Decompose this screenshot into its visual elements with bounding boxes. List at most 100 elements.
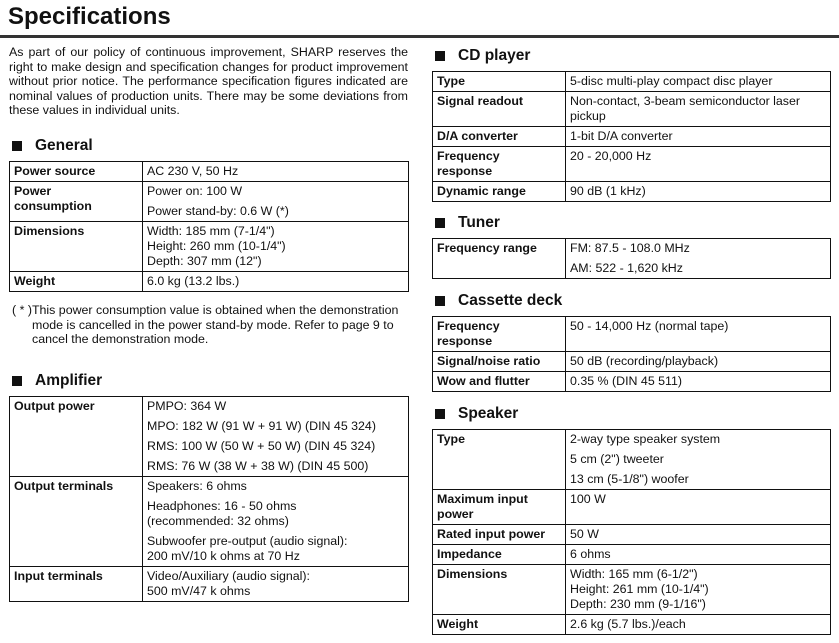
spec-value: Video/Auxiliary (audio signal): 500 mV/4… <box>142 566 409 602</box>
spec-label: Frequency response <box>432 316 566 352</box>
title-rule <box>0 35 839 38</box>
section-tuner: Tuner Frequency range FM: 87.5 - 108.0 MHz… <box>432 214 831 279</box>
spec-table: Type 2-way type speaker system 5 cm (2") t… <box>432 429 831 635</box>
section-cassette-deck: Cassette deck Frequency response 50 - 14,0… <box>432 292 831 392</box>
spec-value-line: 90 dB (1 kHz) <box>570 184 646 198</box>
spec-label: Weight <box>9 271 143 292</box>
spec-label: Type <box>432 71 566 92</box>
spec-label: Dynamic range <box>432 181 566 202</box>
spec-row: Power consumption Power on: 100 W Power st… <box>9 181 409 222</box>
section-heading: General <box>12 137 409 155</box>
spec-row: Signal readout Non-contact, 3-beam semico… <box>432 91 831 127</box>
section-heading: Speaker <box>435 405 831 423</box>
spec-row: Rated input power 50 W <box>432 524 831 545</box>
spec-label: Power consumption <box>9 181 143 222</box>
square-bullet-icon <box>435 409 445 419</box>
spec-label: Power source <box>9 161 143 182</box>
section-heading: Tuner <box>435 214 831 232</box>
square-bullet-icon <box>435 218 445 228</box>
spec-row: Frequency response 20 - 20,000 Hz <box>432 146 831 182</box>
spec-table: Type 5-disc multi-play compact disc playe… <box>432 71 831 202</box>
spec-label: Weight <box>432 614 566 635</box>
spec-value-line: RMS: 100 W (50 W + 50 W) (DIN 45 324) <box>147 439 376 453</box>
spec-label: Wow and flutter <box>432 371 566 392</box>
square-bullet-icon <box>12 376 22 386</box>
spec-row: Dynamic range 90 dB (1 kHz) <box>432 181 831 202</box>
section-heading: Cassette deck <box>435 292 831 310</box>
spec-label: Output terminals <box>9 476 143 567</box>
spec-value: 6 ohms <box>565 544 831 565</box>
spec-row: Wow and flutter 0.35 % (DIN 45 511) <box>432 371 831 392</box>
spec-value-line: 1-bit D/A converter <box>570 129 673 143</box>
section-heading-text: Speaker <box>458 405 519 422</box>
spec-row: Output terminals Speakers: 6 ohms Headphon… <box>9 476 409 567</box>
spec-value: 50 W <box>565 524 831 545</box>
spec-row: Impedance 6 ohms <box>432 544 831 565</box>
spec-value-line: 0.35 % (DIN 45 511) <box>570 374 683 388</box>
spec-value: 100 W <box>565 489 831 525</box>
spec-value-line: 13 cm (5-1/8") woofer <box>570 472 689 486</box>
spec-row: Frequency response 50 - 14,000 Hz (normal… <box>432 316 831 352</box>
spec-table: Frequency response 50 - 14,000 Hz (normal… <box>432 316 831 392</box>
page-title: Specifications <box>8 3 171 30</box>
section-heading-text: CD player <box>458 47 531 64</box>
spec-table: Power source AC 230 V, 50 Hz Power consump… <box>9 161 409 292</box>
spec-label: Frequency response <box>432 146 566 182</box>
intro-paragraph: As part of our policy of continuous impr… <box>9 45 408 118</box>
spec-value-line: PMPO: 364 W <box>147 399 227 413</box>
section-heading-text: Amplifier <box>35 372 103 389</box>
spec-value: 50 - 14,000 Hz (normal tape) <box>565 316 831 352</box>
spec-value-line: Video/Auxiliary (audio signal): 500 mV/4… <box>147 569 311 598</box>
spec-value-line: Headphones: 16 - 50 ohms (recommended: 3… <box>147 499 297 528</box>
spec-value-line: 50 - 14,000 Hz (normal tape) <box>570 319 729 333</box>
spec-value-line: 50 dB (recording/playback) <box>570 354 719 368</box>
spec-value: 5-disc multi-play compact disc player <box>565 71 831 92</box>
spec-value-line: Speakers: 6 ohms <box>147 479 247 493</box>
spec-value: FM: 87.5 - 108.0 MHz AM: 522 - 1,620 kHz <box>565 238 831 279</box>
spec-value: PMPO: 364 W MPO: 182 W (91 W + 91 W) (DIN… <box>142 396 409 477</box>
spec-row: Signal/noise ratio 50 dB (recording/playb… <box>432 351 831 372</box>
square-bullet-icon <box>435 51 445 61</box>
spec-row: Dimensions Width: 165 mm (6-1/2") Height:… <box>432 564 831 615</box>
spec-value-line: 100 W <box>570 492 606 506</box>
spec-row: Dimensions Width: 185 mm (7-1/4") Height:… <box>9 221 409 272</box>
spec-row: Weight 2.6 kg (5.7 lbs.)/each <box>432 614 831 635</box>
section-heading-text: Tuner <box>458 214 500 231</box>
spec-table: Frequency range FM: 87.5 - 108.0 MHz AM: 5… <box>432 238 831 279</box>
section-heading-text: General <box>35 137 93 154</box>
spec-label: Maximum input power <box>432 489 566 525</box>
spec-value-line: Power on: 100 W <box>147 184 243 198</box>
spec-row: Frequency range FM: 87.5 - 108.0 MHz AM: 5… <box>432 238 831 279</box>
spec-value: Power on: 100 W Power stand-by: 0.6 W (*) <box>142 181 409 222</box>
section-cd-player: CD player Type 5-disc multi-play compact d… <box>432 47 831 202</box>
spec-value-line: MPO: 182 W (91 W + 91 W) (DIN 45 324) <box>147 419 376 433</box>
spec-value-line: Width: 185 mm (7-1/4") Height: 260 mm (1… <box>147 224 286 268</box>
spec-value: AC 230 V, 50 Hz <box>142 161 409 182</box>
spec-value-line: FM: 87.5 - 108.0 MHz <box>570 241 690 255</box>
footnote: ( * )This power consumption value is obt… <box>12 303 399 347</box>
spec-row: Maximum input power 100 W <box>432 489 831 525</box>
section-amplifier: Amplifier Output power PMPO: 364 W MPO: 182… <box>9 372 409 602</box>
spec-value-line: 2-way type speaker system <box>570 432 721 446</box>
spec-label: Type <box>432 429 566 490</box>
spec-row: Input terminals Video/Auxiliary (audio si… <box>9 566 409 602</box>
spec-value: 2-way type speaker system 5 cm (2") tweet… <box>565 429 831 490</box>
spec-label: Output power <box>9 396 143 477</box>
spec-value-line: 20 - 20,000 Hz <box>570 149 652 163</box>
spec-value: Speakers: 6 ohms Headphones: 16 - 50 ohms… <box>142 476 409 567</box>
spec-row: Output power PMPO: 364 W MPO: 182 W (91 W … <box>9 396 409 477</box>
spec-row: Power source AC 230 V, 50 Hz <box>9 161 409 182</box>
spec-label: Signal readout <box>432 91 566 127</box>
section-general: General Power source AC 230 V, 50 Hz Power … <box>9 137 409 292</box>
square-bullet-icon <box>12 141 22 151</box>
spec-value-line: Non-contact, 3-beam semiconductor laser … <box>570 94 801 123</box>
spec-label: Impedance <box>432 544 566 565</box>
spec-value-line: Subwoofer pre-output (audio signal): 200… <box>147 534 348 563</box>
spec-value-line: Width: 165 mm (6-1/2") Height: 261 mm (1… <box>570 567 709 611</box>
spec-label: Rated input power <box>432 524 566 545</box>
spec-value: 90 dB (1 kHz) <box>565 181 831 202</box>
section-heading: CD player <box>435 47 831 65</box>
spec-row: Type 2-way type speaker system 5 cm (2") t… <box>432 429 831 490</box>
spec-value: 2.6 kg (5.7 lbs.)/each <box>565 614 831 635</box>
spec-value-line: 6 ohms <box>570 547 611 561</box>
